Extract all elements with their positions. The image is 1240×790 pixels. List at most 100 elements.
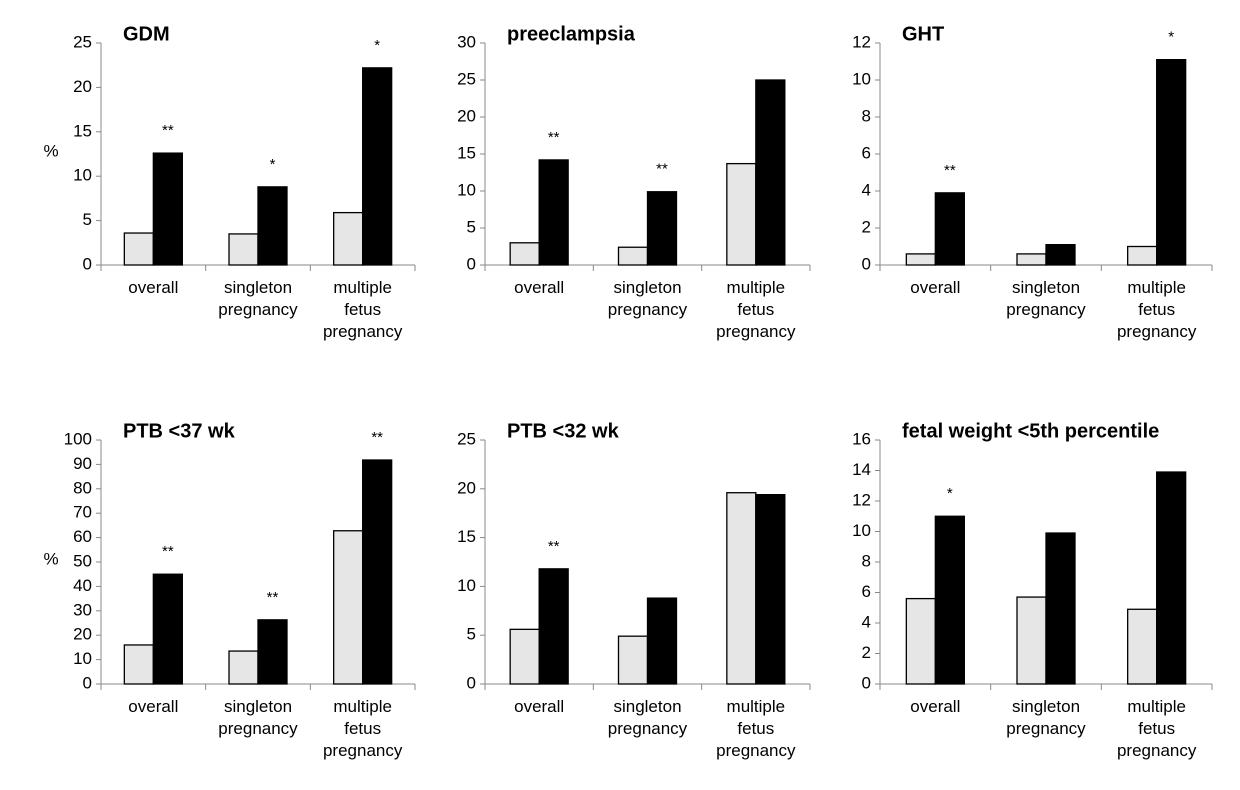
bar <box>123 644 154 685</box>
y-tick-label: 25 <box>73 32 92 51</box>
x-tick-label: singleton pregnancy <box>218 278 298 319</box>
bar <box>905 253 936 266</box>
bar <box>123 232 154 266</box>
y-tick-label: 90 <box>73 454 92 473</box>
bar <box>228 233 259 266</box>
bar <box>1016 596 1047 685</box>
y-tick-label: 20 <box>73 625 92 644</box>
x-tick-label: singleton pregnancy <box>1006 278 1086 319</box>
y-tick-label: 0 <box>83 673 92 692</box>
bar <box>538 568 569 685</box>
significance-marker: ** <box>162 543 174 560</box>
bar <box>646 191 678 266</box>
significance-marker: ** <box>267 589 279 606</box>
bar <box>1127 245 1158 266</box>
y-tick-label: 6 <box>862 143 871 162</box>
y-tick-label: 30 <box>73 600 92 619</box>
y-tick-label: 10 <box>73 649 92 668</box>
x-tick-label: multiple fetus pregnancy <box>716 697 796 760</box>
y-tick-label: 15 <box>457 143 476 162</box>
bar <box>152 573 183 685</box>
bar <box>755 494 786 685</box>
chart-title: GDM <box>123 23 170 45</box>
y-tick-label: 8 <box>862 106 871 125</box>
y-tick-label: 0 <box>83 254 92 273</box>
bar <box>905 597 936 685</box>
y-tick-label: 15 <box>457 527 476 546</box>
y-tick-label: 8 <box>862 551 871 570</box>
bar <box>1016 253 1047 266</box>
x-tick-label: singleton pregnancy <box>608 278 688 319</box>
chart-title: GHT <box>902 23 944 45</box>
y-tick-label: 0 <box>467 254 476 273</box>
y-axis-label: % <box>43 141 58 160</box>
x-tick-label: overall <box>128 697 178 716</box>
y-tick-label: 15 <box>73 121 92 140</box>
chart-title: preeclampsia <box>507 23 636 45</box>
x-tick-label: multiple fetus pregnancy <box>323 278 403 341</box>
significance-marker: * <box>947 485 953 502</box>
bar <box>1156 471 1187 685</box>
bar <box>1045 243 1076 266</box>
bar <box>617 635 649 685</box>
chart-title: PTB <32 wk <box>507 420 620 442</box>
significance-marker: ** <box>371 429 383 446</box>
x-tick-label: overall <box>910 278 960 297</box>
y-tick-label: 10 <box>73 166 92 185</box>
y-tick-label: 12 <box>852 32 871 51</box>
y-tick-label: 5 <box>467 625 476 644</box>
y-tick-label: 4 <box>862 612 871 631</box>
significance-marker: * <box>270 156 276 173</box>
y-tick-label: 100 <box>64 429 92 448</box>
y-tick-label: 10 <box>457 180 476 199</box>
bar <box>333 530 364 685</box>
y-tick-label: 20 <box>457 478 476 497</box>
bar <box>152 152 183 266</box>
bar <box>934 192 965 266</box>
bar <box>1045 532 1076 685</box>
bar <box>362 459 393 685</box>
significance-marker: ** <box>548 129 560 146</box>
y-tick-label: 6 <box>862 582 871 601</box>
significance-marker: ** <box>162 122 174 139</box>
bar <box>726 492 757 685</box>
chart-title: PTB <37 wk <box>123 420 236 442</box>
y-tick-label: 2 <box>862 643 871 662</box>
bar <box>228 650 259 685</box>
y-tick-label: 50 <box>73 551 92 570</box>
y-tick-label: 4 <box>862 180 871 199</box>
bar <box>755 79 786 266</box>
bar <box>333 211 364 266</box>
x-tick-label: overall <box>514 697 564 716</box>
bar <box>1156 59 1187 266</box>
bar <box>509 628 540 685</box>
bar <box>726 162 757 266</box>
y-tick-label: 10 <box>852 521 871 540</box>
bar <box>257 186 288 266</box>
x-tick-label: multiple fetus pregnancy <box>323 697 403 760</box>
significance-marker: ** <box>656 161 668 178</box>
y-tick-label: 16 <box>852 429 871 448</box>
significance-marker: ** <box>548 538 560 555</box>
y-tick-label: 60 <box>73 527 92 546</box>
y-tick-label: 10 <box>852 69 871 88</box>
x-tick-label: singleton pregnancy <box>218 697 298 738</box>
x-tick-label: overall <box>514 278 564 297</box>
significance-marker: ** <box>944 162 956 179</box>
y-tick-label: 80 <box>73 478 92 497</box>
bar <box>257 619 288 685</box>
y-tick-label: 20 <box>457 106 476 125</box>
y-tick-label: 14 <box>852 460 871 479</box>
bar <box>617 246 649 266</box>
x-tick-label: singleton pregnancy <box>608 697 688 738</box>
x-tick-label: overall <box>128 278 178 297</box>
significance-marker: * <box>374 37 380 54</box>
x-tick-label: multiple fetus pregnancy <box>716 278 796 341</box>
y-tick-label: 40 <box>73 576 92 595</box>
x-tick-label: singleton pregnancy <box>1006 697 1086 738</box>
y-tick-label: 70 <box>73 503 92 522</box>
y-tick-label: 0 <box>467 673 476 692</box>
y-tick-label: 5 <box>467 217 476 236</box>
y-tick-label: 5 <box>83 210 92 229</box>
bar <box>646 597 678 685</box>
